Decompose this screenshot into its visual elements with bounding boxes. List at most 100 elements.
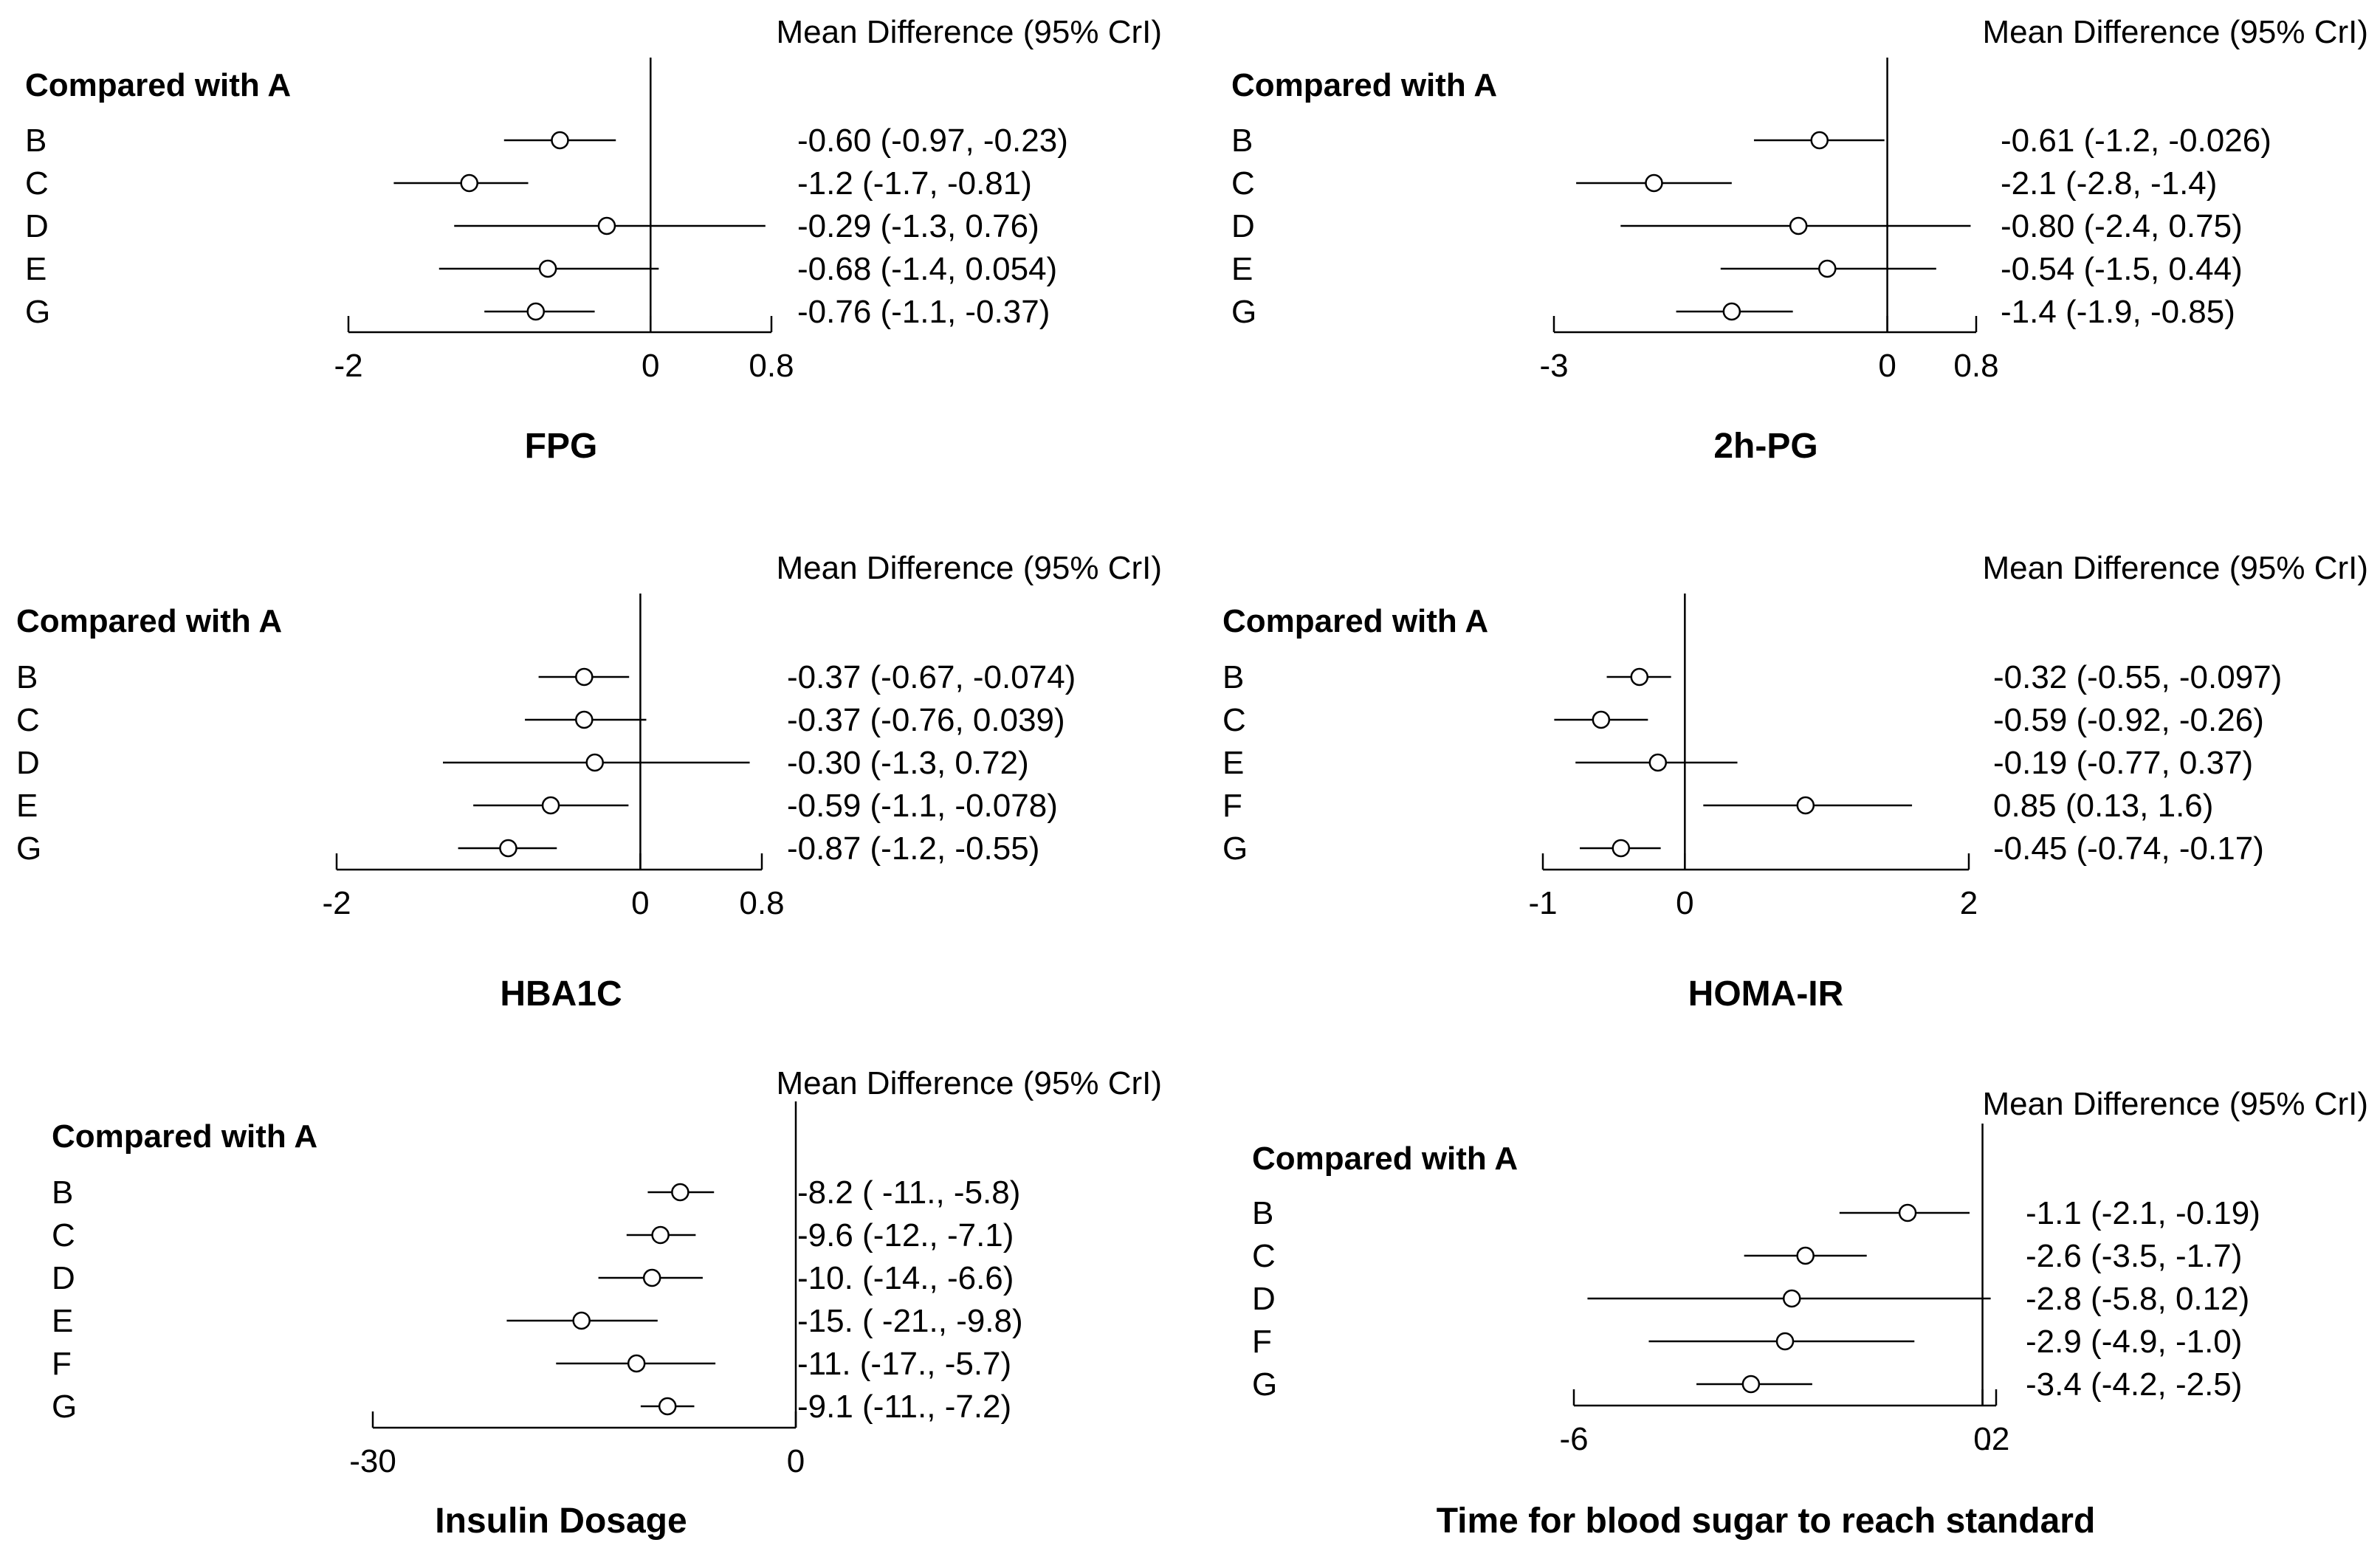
estimate-text: -10. (-14., -6.6) — [797, 1260, 1014, 1296]
point-estimate-marker — [1630, 667, 1649, 687]
column-header: Mean Difference (95% CrI) — [1983, 14, 2369, 50]
row-label: G — [1231, 294, 1256, 330]
panel-title: 2h-PG — [1713, 427, 1817, 466]
estimate-text: -0.37 (-0.67, -0.074) — [787, 659, 1076, 695]
estimate-text: -0.59 (-1.1, -0.078) — [787, 788, 1058, 824]
estimate-text: -15. ( -21., -9.8) — [797, 1303, 1023, 1339]
estimate-text: -0.87 (-1.2, -0.55) — [787, 830, 1039, 867]
row-label: F — [1222, 788, 1242, 824]
point-estimate-marker — [499, 839, 517, 858]
estimate-text: -8.2 ( -11., -5.8) — [797, 1174, 1020, 1211]
estimate-text: -0.32 (-0.55, -0.097) — [1993, 659, 2282, 695]
estimate-text: -0.30 (-1.3, 0.72) — [787, 745, 1029, 781]
x-tick-label: -1 — [1528, 885, 1557, 921]
estimate-text: 0.85 (0.13, 1.6) — [1993, 788, 2213, 824]
point-estimate-marker — [585, 753, 604, 772]
point-estimate-marker — [575, 710, 594, 729]
estimate-text: -0.37 (-0.76, 0.039) — [787, 702, 1065, 738]
row-label: E — [1222, 745, 1244, 781]
row-label: B — [1252, 1195, 1273, 1231]
forest-panel: Mean Difference (95% CrI) Compared with A… — [1222, 550, 2368, 1014]
row-label: G — [25, 294, 50, 330]
row-label: E — [1231, 251, 1253, 287]
point-estimate-marker — [1741, 1375, 1761, 1394]
estimate-text: -0.60 (-0.97, -0.23) — [797, 123, 1068, 159]
point-estimate-marker — [1775, 1332, 1795, 1351]
row-label: D — [1231, 208, 1255, 244]
x-tick-label: 0.8 — [1953, 348, 1998, 384]
row-label: C — [16, 702, 40, 738]
estimate-text: -0.19 (-0.77, 0.37) — [1993, 745, 2253, 781]
x-tick-label: 0 — [1973, 1421, 1991, 1457]
x-tick-label: -6 — [1559, 1421, 1588, 1457]
x-tick-label: -30 — [349, 1443, 396, 1479]
comparison-label: Compared with A — [25, 67, 291, 103]
column-header: Mean Difference (95% CrI) — [1983, 1086, 2369, 1122]
estimate-text: -1.4 (-1.9, -0.85) — [2001, 294, 2235, 330]
x-tick-label: 0 — [787, 1443, 805, 1479]
estimate-text: -9.6 (-12., -7.1) — [797, 1217, 1014, 1253]
point-estimate-marker — [651, 1225, 670, 1245]
row-label: G — [52, 1389, 77, 1425]
x-tick-label: -3 — [1539, 348, 1568, 384]
estimate-text: -9.1 (-11., -7.2) — [797, 1389, 1011, 1425]
x-tick-label: 0 — [642, 348, 659, 384]
row-label: D — [25, 208, 49, 244]
x-tick-label: .2 — [1983, 1421, 2010, 1457]
column-header: Mean Difference (95% CrI) — [1983, 550, 2369, 586]
comparison-label: Compared with A — [1252, 1141, 1518, 1177]
point-estimate-marker — [1818, 259, 1837, 278]
row-label: C — [1231, 165, 1255, 202]
estimate-text: -2.9 (-4.9, -1.0) — [2026, 1324, 2242, 1360]
row-label: D — [1252, 1281, 1276, 1317]
row-label: C — [1252, 1238, 1276, 1274]
x-tick-label: 0.8 — [749, 348, 794, 384]
row-label: B — [16, 659, 38, 695]
row-label: B — [25, 123, 47, 159]
estimate-text: -3.4 (-4.2, -2.5) — [2026, 1366, 2242, 1403]
row-label: G — [1252, 1366, 1277, 1403]
forest-panel: Mean Difference (95% CrI) Compared with A… — [1252, 1086, 2368, 1541]
row-label: B — [52, 1174, 73, 1211]
estimate-text: -0.29 (-1.3, 0.76) — [797, 208, 1039, 244]
column-header: Mean Difference (95% CrI) — [777, 1065, 1163, 1101]
point-estimate-marker — [1796, 796, 1815, 815]
point-estimate-marker — [572, 1311, 591, 1330]
x-tick-label: -2 — [334, 348, 362, 384]
estimate-text: -0.76 (-1.1, -0.37) — [797, 294, 1050, 330]
estimate-text: -2.1 (-2.8, -1.4) — [2001, 165, 2217, 202]
forest-panel: Mean Difference (95% CrI) Compared with A… — [1231, 14, 2368, 466]
row-label: F — [52, 1346, 72, 1382]
estimate-text: -1.1 (-2.1, -0.19) — [2026, 1195, 2260, 1231]
point-estimate-marker — [1782, 1289, 1801, 1308]
row-label: C — [25, 165, 49, 202]
row-label: F — [1252, 1324, 1272, 1360]
panel-title: FPG — [525, 427, 598, 466]
estimate-text: -0.80 (-2.4, 0.75) — [2001, 208, 2243, 244]
x-tick-label: 2 — [1960, 885, 1978, 921]
panel-title: HOMA-IR — [1688, 974, 1844, 1014]
row-label: B — [1222, 659, 1244, 695]
column-header: Mean Difference (95% CrI) — [777, 14, 1163, 50]
comparison-label: Compared with A — [52, 1118, 317, 1155]
point-estimate-marker — [526, 302, 546, 321]
point-estimate-marker — [460, 173, 478, 193]
point-estimate-marker — [642, 1268, 661, 1287]
row-label: D — [52, 1260, 75, 1296]
row-label: G — [16, 830, 41, 867]
x-tick-label: -2 — [322, 885, 351, 921]
estimate-text: -0.68 (-1.4, 0.054) — [797, 251, 1057, 287]
point-estimate-marker — [1645, 173, 1663, 193]
point-estimate-marker — [658, 1397, 677, 1416]
row-label: E — [52, 1303, 73, 1339]
point-estimate-marker — [597, 216, 616, 235]
x-tick-label: 0 — [1676, 885, 1693, 921]
estimate-text: -0.54 (-1.5, 0.44) — [2001, 251, 2243, 287]
point-estimate-marker — [627, 1354, 646, 1373]
panel-title: Time for blood sugar to reach standard — [1437, 1502, 2096, 1541]
row-label: C — [52, 1217, 75, 1253]
point-estimate-marker — [1722, 302, 1741, 321]
point-estimate-marker — [551, 131, 569, 150]
point-estimate-marker — [538, 259, 557, 278]
point-estimate-marker — [1796, 1246, 1815, 1265]
